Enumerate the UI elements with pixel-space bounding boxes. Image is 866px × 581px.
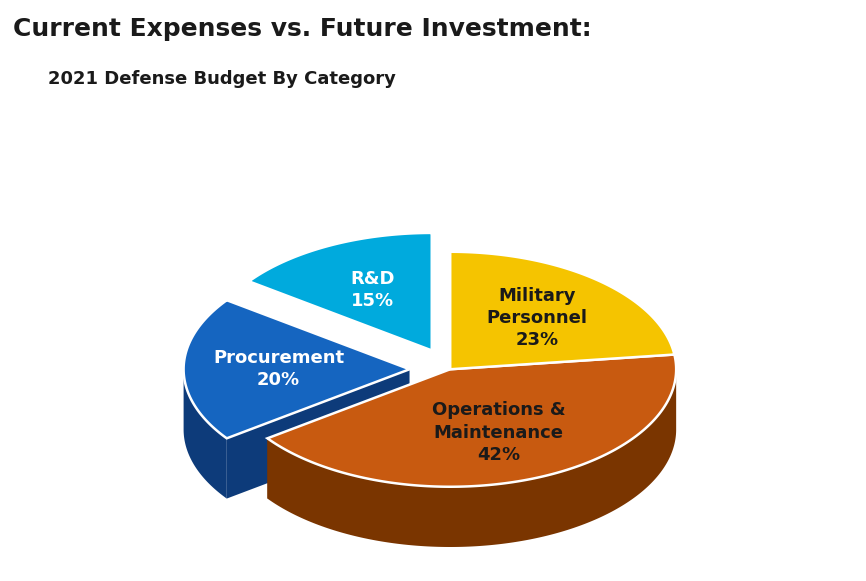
Polygon shape (268, 370, 450, 498)
Polygon shape (249, 233, 432, 350)
Polygon shape (268, 354, 676, 487)
Text: Procurement
20%: Procurement 20% (213, 349, 344, 389)
Polygon shape (227, 370, 410, 498)
Polygon shape (450, 252, 675, 370)
Polygon shape (268, 370, 676, 547)
Text: 2021 Defense Budget By Category: 2021 Defense Budget By Category (48, 70, 396, 88)
Text: Current Expenses vs. Future Investment:: Current Expenses vs. Future Investment: (13, 17, 591, 41)
Polygon shape (184, 370, 227, 498)
Text: Operations &
Maintenance
42%: Operations & Maintenance 42% (431, 401, 565, 464)
Text: Military
Personnel
23%: Military Personnel 23% (487, 287, 587, 349)
Polygon shape (184, 300, 410, 438)
Text: R&D
15%: R&D 15% (350, 270, 395, 310)
